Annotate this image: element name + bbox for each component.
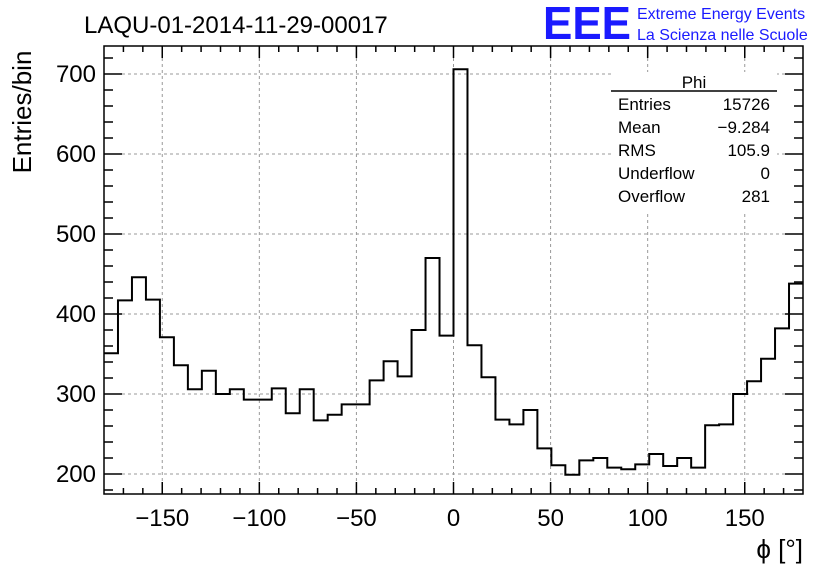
x-tick-label: 100 [628, 505, 668, 532]
x-axis-label: ϕ [°] [756, 534, 803, 564]
stats-box-background [611, 72, 777, 212]
eee-logo-mark: EEE [543, 0, 631, 49]
y-tick-label: 500 [56, 221, 96, 248]
x-tick-label: 50 [537, 505, 564, 532]
x-tick-label: −50 [336, 505, 377, 532]
stats-row-label: Overflow [618, 187, 686, 206]
stats-box: Phi Entries 15726 Mean −9.284 RMS 105.9 Underf… [611, 72, 777, 212]
y-tick-label: 700 [56, 61, 96, 88]
eee-logo: EEE Extreme Energy Events La Scienza nel… [543, 0, 808, 49]
stats-row-value: 281 [742, 187, 770, 206]
eee-logo-line1: Extreme Energy Events [637, 6, 805, 23]
y-tick-label: 600 [56, 141, 96, 168]
stats-row-label: Mean [618, 118, 661, 137]
y-tick-label: 200 [56, 461, 96, 488]
eee-logo-line2: La Scienza nelle Scuole [637, 27, 808, 44]
x-tick-label: 150 [725, 505, 765, 532]
x-tick-label: −150 [135, 505, 189, 532]
stats-row-value: 105.9 [727, 141, 770, 160]
stats-row-value: 0 [761, 164, 770, 183]
chart-title: LAQU-01-2014-11-29-00017 [84, 12, 388, 39]
stats-row-value: 15726 [723, 95, 770, 114]
stats-row-value: −9.284 [718, 118, 770, 137]
histogram-series-line [104, 68, 803, 476]
y-axis-label: Entries/bin [7, 51, 37, 174]
x-tick-label: −100 [232, 505, 286, 532]
x-tick-label: 0 [447, 505, 460, 532]
stats-box-title: Phi [682, 73, 707, 92]
axes: −150 −100 −50 0 50 100 150 200 300 400 500 600 700 [56, 46, 803, 532]
stats-row-label: Underflow [618, 164, 695, 183]
stats-row-label: Entries [618, 95, 671, 114]
y-tick-label: 400 [56, 301, 96, 328]
stats-row-label: RMS [618, 141, 656, 160]
y-tick-label: 300 [56, 381, 96, 408]
